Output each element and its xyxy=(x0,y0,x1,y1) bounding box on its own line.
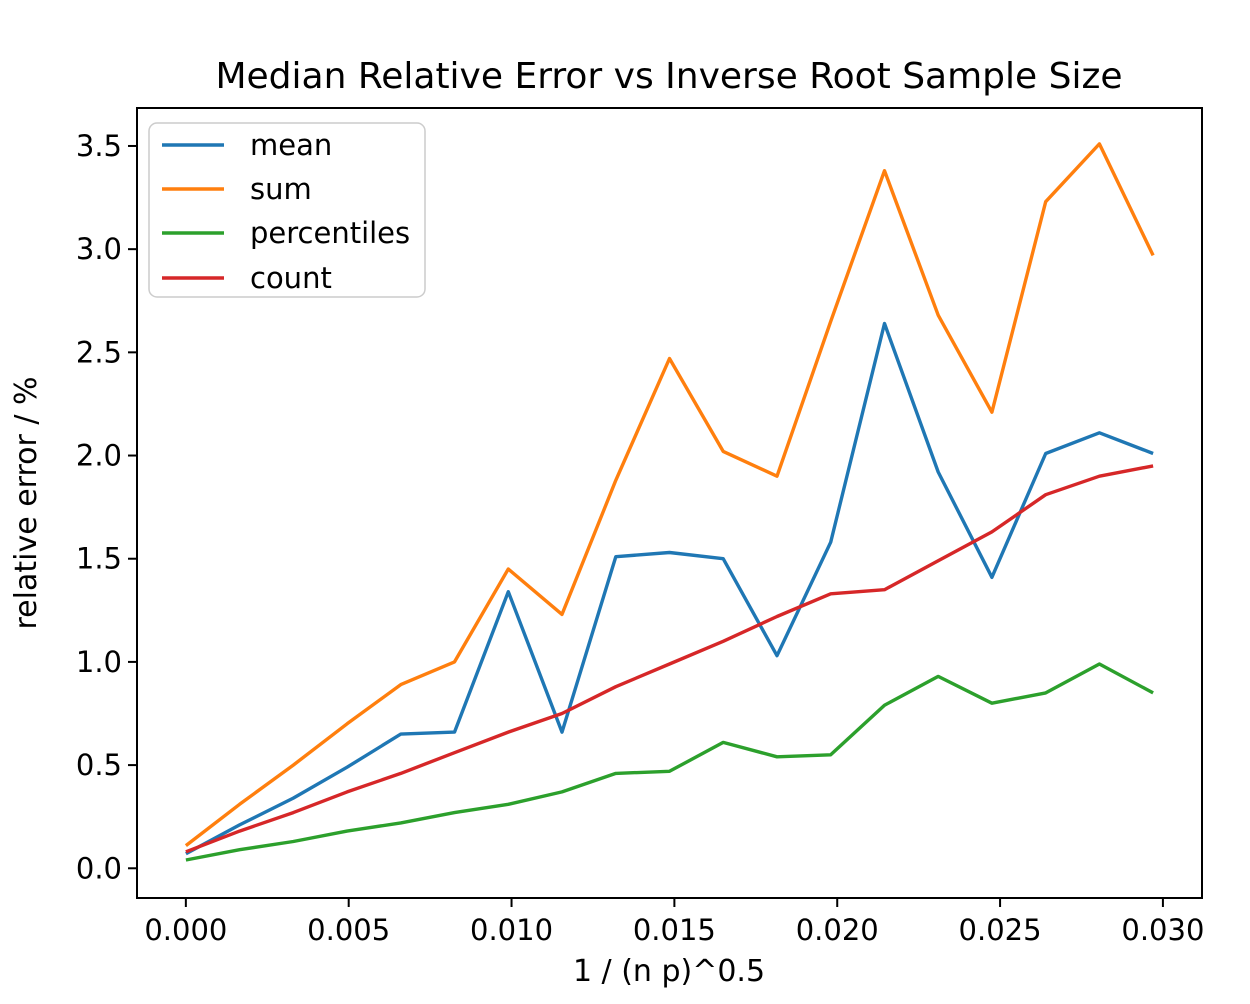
legend-label-sum: sum xyxy=(250,172,312,206)
legend-box xyxy=(148,122,426,298)
series-line-sum xyxy=(184,142,1155,847)
y-axis-label: relative error / % xyxy=(9,376,44,629)
y-tick-label: 0.5 xyxy=(76,748,122,782)
plot-area: 0.000 0.005 0.010 0.015 0.020 0.025 0.030 0.0 0.… xyxy=(76,107,1204,947)
legend-label-mean: mean xyxy=(250,128,332,162)
y-tick-label: 3.0 xyxy=(76,232,122,266)
x-tick-label: 0.020 xyxy=(796,913,879,947)
x-tick-label: 0.005 xyxy=(307,913,390,947)
legend-label-count: count xyxy=(250,261,332,295)
series-line-mean xyxy=(185,321,1154,856)
y-tick-label: 2.0 xyxy=(76,439,122,473)
x-tick-label: 0.025 xyxy=(959,913,1042,947)
chart-title: Median Relative Error vs Inverse Root Sa… xyxy=(215,56,1122,97)
plot-frame xyxy=(136,107,1203,899)
y-tick-label: 1.0 xyxy=(76,645,122,679)
x-tick-label: 0.010 xyxy=(470,913,553,947)
x-axis-label: 1 / (n p)^0.5 xyxy=(573,954,765,989)
y-tick-label: 3.5 xyxy=(76,129,122,163)
y-tick-label: 0.0 xyxy=(76,851,122,885)
legend-label-percentiles: percentiles xyxy=(250,216,410,250)
series-line-count xyxy=(185,464,1154,854)
x-tick-label: 0.030 xyxy=(1121,913,1204,947)
series-line-percentiles xyxy=(185,662,1154,862)
x-tick-label: 0.000 xyxy=(144,913,227,947)
y-tick-label: 1.5 xyxy=(76,542,122,576)
x-tick-label: 0.015 xyxy=(633,913,716,947)
y-tick-label: 2.5 xyxy=(76,335,122,369)
